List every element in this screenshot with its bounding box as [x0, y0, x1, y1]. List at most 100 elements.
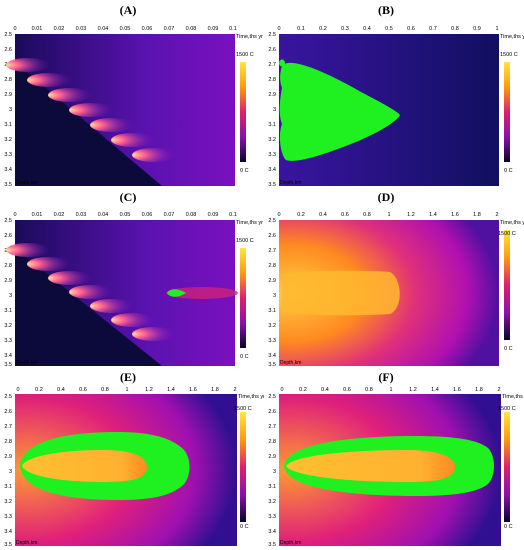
- y-ticks-d: 2.5 2.6 2.7 2.8 2.9 3 3.1 3.2 3.3 3.4 3.…: [268, 218, 276, 368]
- x-tick: 0.6: [341, 212, 349, 218]
- y-tick: 2.5: [268, 394, 276, 400]
- y-tick: 3.4: [4, 167, 12, 173]
- x-tick: 0.2: [319, 26, 327, 32]
- x-tick: 1: [495, 26, 498, 32]
- y-axis-label: Depth,km: [16, 540, 37, 546]
- y-axis-label: Depth,km: [280, 360, 301, 366]
- colorbar: [504, 412, 510, 522]
- x-tick: 0.3: [341, 26, 349, 32]
- colorbar-max-label: 1500 C: [236, 238, 254, 244]
- x-tick: 0.08: [186, 26, 197, 32]
- x-tick: 0.5: [385, 26, 393, 32]
- y-tick: 2.9: [4, 92, 12, 98]
- y-tick: 3.4: [4, 353, 12, 359]
- y-tick: 2.9: [268, 278, 276, 284]
- x-tick: 0.07: [164, 26, 175, 32]
- y-tick: 2.8: [268, 77, 276, 83]
- x-tick: 0.06: [142, 26, 153, 32]
- x-tick: 0: [277, 26, 280, 32]
- y-tick: 3.5: [4, 182, 12, 186]
- colorbar-min-label: 0 C: [240, 354, 249, 360]
- y-tick: 2.7: [4, 424, 12, 430]
- y-ticks-c: 2.5 2.6 2.7 2.8 2.9 3 3.1 3.2 3.3 3.4 3.…: [4, 218, 12, 368]
- x-tick: 0: [13, 26, 16, 32]
- x-tick: 0.6: [407, 26, 415, 32]
- x-ticks-e: 0 0.2 0.4 0.6 0.8 1 1.2 1.4 1.6 1.8 2: [16, 387, 236, 393]
- x-tick: 1.2: [145, 387, 153, 393]
- chart-panel-b: 2.5 2.6 2.7 2.8 2.9 3 3.1 3.2 3.3 3.4 3.…: [268, 26, 524, 186]
- y-tick: 2.9: [4, 454, 12, 460]
- y-tick: 3.1: [268, 484, 276, 490]
- colorbar-max-label: 1500 C: [498, 231, 516, 237]
- x-tick: 0.6: [343, 387, 351, 393]
- x-tick: 0.8: [451, 26, 459, 32]
- colorbar: [240, 248, 246, 348]
- x-tick: 0.05: [120, 26, 131, 32]
- y-tick: 2.6: [268, 233, 276, 239]
- hot-core: [286, 450, 455, 482]
- x-tick: 1: [125, 387, 128, 393]
- y-axis-label: Depth,km: [280, 180, 301, 186]
- y-tick: 3.4: [268, 529, 276, 535]
- x-ticks-a: 0 0.01 0.02 0.03 0.04 0.05 0.06 0.07 0.0…: [13, 26, 236, 32]
- y-tick: 3.4: [268, 353, 276, 359]
- y-tick: 2.7: [268, 248, 276, 254]
- x-tick: 0.02: [54, 26, 65, 32]
- x-tick: 0.03: [76, 212, 87, 218]
- x-ticks-f: 0 0.2 0.4 0.6 0.8 1 1.2 1.4 1.6 1.8 2: [280, 387, 500, 393]
- x-tick: 0.09: [208, 212, 219, 218]
- x-tick: 0.4: [363, 26, 371, 32]
- colorbar-min-label: 0 C: [504, 346, 513, 352]
- panel-label-f: (F): [378, 370, 394, 384]
- y-axis-label: Depth,km: [280, 540, 301, 546]
- colorbar-min-label: 0 C: [504, 168, 513, 174]
- colorbar-min-label: 0 C: [504, 524, 513, 530]
- y-tick: 3.2: [268, 323, 276, 329]
- x-tick: 0: [16, 387, 19, 393]
- y-tick: 2.9: [268, 454, 276, 460]
- intrusion-sills-a: [6, 58, 176, 162]
- y-tick: 3: [273, 107, 276, 113]
- x-tick: 0.4: [319, 212, 327, 218]
- panel-label-e: (E): [120, 370, 136, 384]
- x-tick: 2: [233, 387, 236, 393]
- colorbar-max-label: 1500 C: [236, 52, 254, 58]
- x-tick: 0.02: [54, 212, 65, 218]
- y-tick: 3.2: [268, 499, 276, 505]
- y-tick: 2.6: [268, 409, 276, 415]
- y-tick: 3.5: [268, 182, 276, 186]
- colorbar: [240, 412, 246, 522]
- x-axis-label: Time,ths yr: [500, 34, 524, 40]
- y-tick: 3.3: [4, 514, 12, 520]
- x-tick: 1.8: [211, 387, 219, 393]
- x-tick: 1.8: [473, 212, 481, 218]
- colorbar: [504, 230, 510, 340]
- y-tick: 3.5: [268, 542, 276, 548]
- colorbar-max-label: 1500 C: [498, 406, 516, 412]
- y-tick: 3.5: [4, 362, 12, 368]
- x-tick: 2: [497, 387, 500, 393]
- intrusion-sills-c: [6, 243, 238, 341]
- chart-panel-d: 2.5 2.6 2.7 2.8 2.9 3 3.1 3.2 3.3 3.4 3.…: [268, 212, 524, 368]
- x-tick: 0.2: [297, 212, 305, 218]
- x-tick: 0.01: [32, 212, 43, 218]
- y-tick: 3.1: [268, 308, 276, 314]
- x-tick: 0.8: [363, 212, 371, 218]
- y-tick: 2.5: [4, 394, 12, 400]
- y-tick: 2.8: [4, 77, 12, 83]
- x-tick: 0.04: [98, 26, 109, 32]
- melt-region: [279, 62, 400, 161]
- y-tick: 2.9: [4, 278, 12, 284]
- x-tick: 0.1: [229, 26, 237, 32]
- y-tick: 3.5: [268, 362, 276, 368]
- x-axis-label: Time,ths yr: [500, 220, 524, 226]
- y-tick: 3.1: [268, 122, 276, 128]
- y-tick: 3.2: [4, 323, 12, 329]
- x-tick: 0: [277, 212, 280, 218]
- x-tick: 0.06: [142, 212, 153, 218]
- y-tick: 3.1: [4, 122, 12, 128]
- y-tick: 3.4: [4, 529, 12, 535]
- x-tick: 0.6: [79, 387, 87, 393]
- chart-panel-f: 2.5 2.6 2.7 2.8 2.9 3 3.1 3.2 3.3 3.4 3.…: [268, 387, 524, 548]
- y-tick: 3: [9, 293, 12, 299]
